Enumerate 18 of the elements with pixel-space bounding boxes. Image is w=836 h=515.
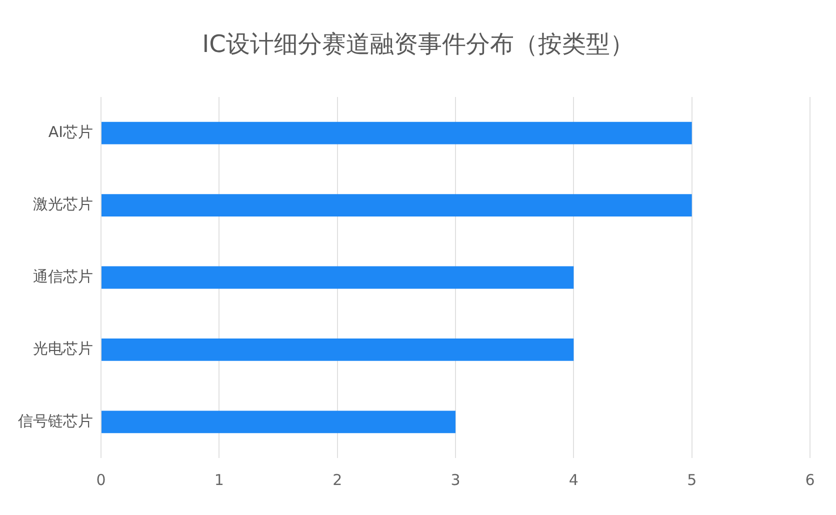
bar <box>102 338 574 361</box>
x-tick-label: 3 <box>450 470 460 489</box>
x-tick-label: 0 <box>96 470 106 489</box>
x-tick-label: 5 <box>687 470 697 489</box>
x-tick-label: 6 <box>805 470 815 489</box>
y-tick-label: 激光芯片 <box>33 195 93 214</box>
x-tick-label: 2 <box>332 470 342 489</box>
y-tick-label: 信号链芯片 <box>18 412 93 430</box>
y-tick-label: 光电芯片 <box>33 340 93 358</box>
chart-title: IC设计细分赛道融资事件分布（按类型） <box>201 29 635 60</box>
bar <box>102 266 574 289</box>
bar <box>102 122 692 144</box>
bar <box>102 194 692 216</box>
y-tick-label: 通信芯片 <box>33 267 93 286</box>
x-tick-label: 4 <box>568 470 578 489</box>
y-tick-label: AI芯片 <box>48 122 93 141</box>
bar <box>102 410 456 434</box>
x-tick-label: 1 <box>214 470 224 489</box>
